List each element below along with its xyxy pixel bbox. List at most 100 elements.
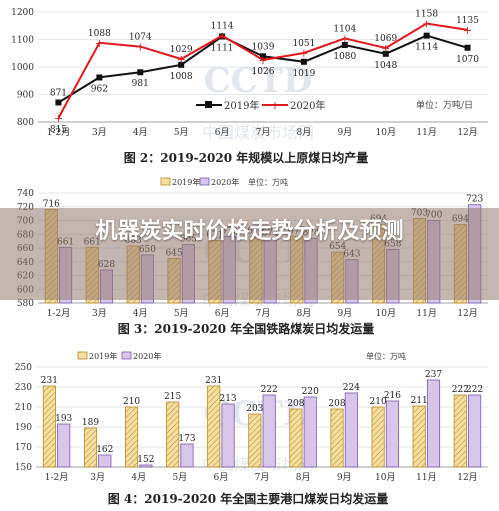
data-point: + — [340, 32, 349, 45]
data-label: 237 — [425, 370, 442, 380]
data-label: 1026 — [252, 67, 275, 77]
data-label: 1051 — [292, 39, 315, 49]
data-label: 208 — [328, 399, 345, 409]
data-point: + — [299, 47, 308, 60]
x-tick-label: 11月 — [416, 127, 436, 138]
data-label: 815 — [50, 125, 67, 135]
data-point — [55, 99, 62, 106]
x-tick-label: 12月 — [457, 308, 477, 319]
bar-2019 — [371, 406, 385, 468]
watermark-text: 中国煤炭市场网 — [202, 123, 314, 142]
bar-2019 — [453, 394, 467, 468]
x-tick-label: 5月 — [174, 127, 189, 138]
data-label: 222 — [452, 385, 469, 395]
data-label: 1080 — [333, 52, 356, 62]
bar-2020 — [344, 392, 358, 468]
legend: 2019年 2020年 — [160, 177, 239, 187]
headline-banner — [0, 208, 499, 300]
data-point: + — [95, 37, 104, 50]
unit-label: 单位：万吨 — [248, 177, 288, 187]
data-label: 1039 — [252, 42, 275, 52]
bar-2019 — [412, 405, 426, 468]
chart-title: 图 2：2019-2020 年规模以上原煤日均产量 — [124, 150, 368, 165]
x-tick-label: 8月 — [297, 127, 312, 138]
x-tick-label: 7月 — [256, 308, 271, 319]
x-tick-label: 10月 — [376, 308, 396, 319]
legend: 2019年 2020年 — [77, 351, 161, 361]
y-tick-label: 170 — [15, 443, 32, 453]
x-tick-label: 4月 — [131, 472, 146, 483]
x-tick-label: 11月 — [416, 472, 436, 483]
data-label: 1111 — [211, 43, 234, 53]
y-tick-label: 1200 — [11, 8, 34, 18]
y-tick-label: 210 — [15, 403, 32, 413]
bar-2020 — [139, 464, 153, 468]
data-label: 173 — [178, 434, 195, 444]
data-point — [423, 32, 430, 39]
y-tick-label: 230 — [15, 383, 32, 393]
bar-2019 — [42, 385, 56, 468]
data-point: + — [258, 54, 267, 67]
x-tick-label: 7月 — [255, 472, 270, 483]
data-label: 193 — [55, 414, 72, 424]
data-label: 215 — [164, 392, 181, 402]
data-label: 152 — [137, 455, 154, 465]
x-tick-label: 9月 — [337, 127, 352, 138]
x-tick-label: 12月 — [457, 127, 477, 138]
y-tick-label: 900 — [17, 91, 34, 101]
x-tick-label: 1-2月 — [45, 472, 69, 483]
data-point: + — [136, 41, 145, 54]
data-label: 222 — [466, 385, 483, 395]
bar-2020 — [468, 394, 482, 468]
data-label: 224 — [343, 383, 360, 393]
data-label: 1114 — [211, 22, 234, 32]
x-tick-label: 8月 — [296, 472, 311, 483]
data-label: 723 — [466, 195, 483, 205]
data-label: 220 — [302, 387, 319, 397]
x-tick-label: 4月 — [133, 308, 148, 319]
data-label: 1088 — [88, 29, 111, 39]
bar-2020 — [262, 394, 276, 468]
bar-2020 — [57, 423, 71, 468]
y-tick-label: 800 — [17, 118, 34, 128]
unit-label: 单位：万吨 — [366, 351, 406, 361]
data-label: 189 — [82, 418, 99, 428]
unit-label: 单位：万吨/日 — [416, 99, 473, 111]
data-label: 1114 — [415, 43, 438, 53]
y-tick-label: 720 — [17, 203, 34, 213]
bar-2019 — [248, 413, 262, 468]
legend-label-2020: 2020年 — [211, 177, 239, 187]
data-point — [137, 69, 144, 76]
data-point: + — [463, 24, 472, 37]
y-tick-label: 1000 — [11, 63, 34, 73]
bar-2019 — [83, 427, 98, 468]
bar-2019 — [166, 401, 180, 468]
chart-title: 图 4：2019-2020 年全国主要港口煤炭日均发运量 — [108, 491, 388, 506]
legend-label-2019: 2019年 — [172, 177, 200, 187]
x-tick-label: 3月 — [92, 308, 107, 319]
bar-2020 — [180, 443, 194, 468]
data-point — [260, 53, 266, 60]
x-tick-label: 9月 — [337, 308, 352, 319]
data-label: 1069 — [374, 34, 397, 44]
data-label: 211 — [411, 396, 428, 406]
bar-2020 — [385, 400, 400, 468]
data-label: 981 — [132, 79, 149, 89]
data-point: + — [381, 42, 390, 55]
data-label: 1135 — [456, 16, 479, 26]
data-label: 203 — [246, 404, 263, 414]
data-label: 208 — [287, 399, 304, 409]
data-point — [300, 58, 307, 65]
y-tick-label: 740 — [17, 189, 34, 199]
y-tick-label: 150 — [15, 463, 32, 473]
x-tick-label: 9月 — [337, 472, 352, 483]
data-point: + — [54, 112, 63, 125]
x-tick-label: 6月 — [215, 308, 230, 319]
data-point: + — [177, 53, 186, 66]
data-point — [382, 50, 389, 57]
data-label: 216 — [384, 391, 401, 401]
data-label: 231 — [41, 376, 58, 386]
bar-2019 — [289, 408, 303, 468]
